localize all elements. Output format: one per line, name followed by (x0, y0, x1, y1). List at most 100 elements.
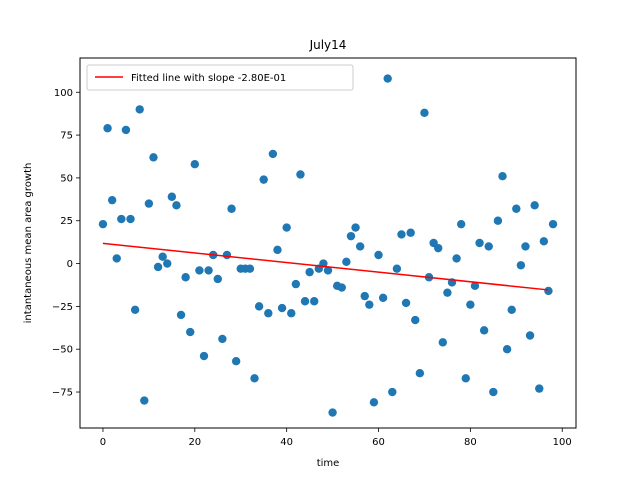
data-point (415, 368, 425, 378)
data-point (493, 216, 503, 225)
axes-frame (79, 57, 577, 429)
data-point (190, 160, 200, 169)
data-point (328, 408, 337, 417)
data-point (438, 338, 448, 347)
data-point (250, 374, 259, 383)
x-axis-label: time (317, 458, 340, 469)
data-point (392, 264, 402, 273)
data-point (365, 300, 374, 309)
data-point (296, 170, 305, 179)
data-point (461, 374, 470, 383)
data-point (186, 327, 195, 337)
data-point (153, 262, 163, 272)
data-point (103, 124, 112, 133)
data-point (544, 286, 553, 296)
data-point (135, 105, 144, 114)
data-point (512, 204, 521, 213)
data-point (525, 331, 535, 340)
data-point (199, 351, 209, 361)
y-tick-label: −75 (52, 388, 73, 399)
data-point (149, 153, 158, 162)
data-point (548, 219, 558, 229)
data-point (181, 273, 190, 282)
data-point (342, 257, 351, 267)
data-point (204, 266, 213, 275)
data-point (346, 231, 356, 241)
legend-box (86, 64, 354, 91)
data-point (411, 315, 420, 325)
data-point (218, 334, 227, 344)
data-point (470, 281, 480, 291)
data-point (406, 228, 415, 237)
data-point (388, 387, 397, 397)
data-point (282, 223, 291, 232)
data-point (516, 261, 526, 270)
data-point (268, 149, 278, 159)
data-point (378, 293, 388, 303)
data-point (259, 175, 268, 184)
y-tick-label: 25 (60, 216, 73, 227)
x-tick-label: 40 (280, 437, 293, 448)
y-tick-label: 50 (60, 173, 73, 184)
data-point (351, 223, 360, 232)
data-point (176, 310, 186, 320)
data-point (498, 171, 507, 181)
data-point (310, 297, 319, 306)
y-tick-label: 75 (60, 131, 73, 142)
data-point (507, 305, 516, 315)
data-point (130, 305, 140, 315)
data-point (355, 242, 365, 251)
fitted-line (102, 242, 549, 291)
data-point (227, 204, 236, 213)
data-point (401, 298, 411, 308)
x-tick-label: 60 (372, 437, 385, 448)
data-point (397, 230, 406, 239)
y-tick-label: −25 (52, 302, 73, 313)
data-point (475, 238, 484, 248)
data-point (140, 396, 149, 405)
data-point (273, 245, 282, 255)
data-point (163, 259, 172, 268)
data-point (535, 384, 544, 393)
data-point (277, 303, 287, 313)
x-axis: 0 20 40 60 80 100 (100, 428, 572, 448)
y-tick-label: 0 (67, 259, 73, 270)
data-point (360, 291, 369, 301)
data-point (479, 326, 489, 335)
data-point (144, 199, 154, 208)
data-point (158, 252, 167, 261)
data-point (222, 250, 232, 260)
x-tick-label: 0 (100, 437, 106, 448)
data-point (167, 192, 177, 201)
plot-area (98, 74, 558, 417)
data-point (264, 309, 273, 318)
x-tick-label: 20 (188, 437, 201, 448)
data-point (117, 214, 126, 224)
y-tick-label: 100 (54, 88, 73, 99)
data-point (443, 288, 452, 297)
data-point (300, 297, 310, 306)
data-point (502, 345, 512, 354)
data-point (323, 266, 333, 275)
data-point (530, 201, 539, 210)
data-point (420, 108, 429, 118)
data-point (434, 243, 443, 253)
data-point (172, 201, 181, 210)
chart-title: July14 (309, 38, 347, 52)
y-axis: −75 −50 −25 0 25 50 75 100 (52, 88, 80, 399)
data-point (291, 279, 301, 289)
data-point (98, 219, 108, 229)
data-point (369, 398, 379, 407)
y-axis-label: intantaneous mean area growth (23, 163, 34, 324)
x-tick-label: 80 (464, 437, 477, 448)
data-point (489, 387, 498, 397)
data-point (539, 237, 549, 246)
data-point (337, 283, 346, 292)
data-point (254, 302, 264, 311)
data-point (484, 242, 493, 251)
legend: Fitted line with slope -2.80E-01 (86, 64, 354, 91)
data-point (107, 195, 117, 205)
data-point (112, 254, 121, 263)
data-point (121, 125, 131, 135)
